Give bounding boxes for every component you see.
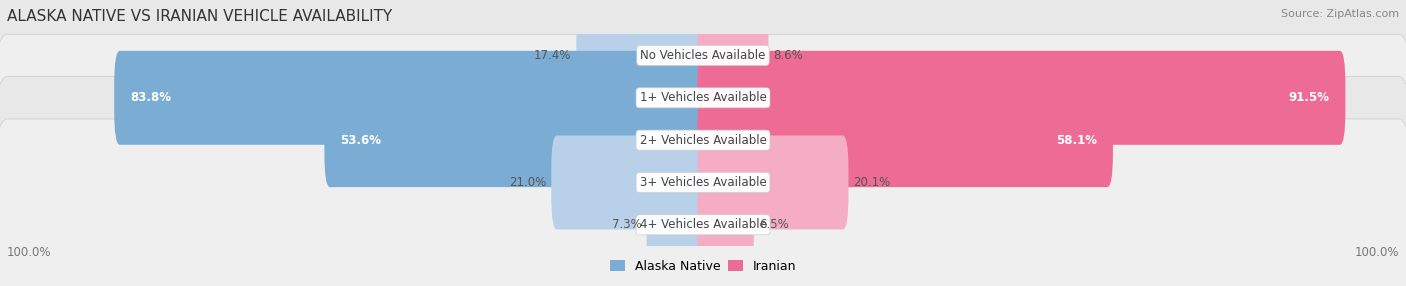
FancyBboxPatch shape bbox=[0, 0, 1406, 204]
Text: 100.0%: 100.0% bbox=[7, 246, 52, 259]
FancyBboxPatch shape bbox=[0, 34, 1406, 246]
Text: 2+ Vehicles Available: 2+ Vehicles Available bbox=[640, 134, 766, 147]
FancyBboxPatch shape bbox=[697, 9, 769, 102]
Legend: Alaska Native, Iranian: Alaska Native, Iranian bbox=[605, 255, 801, 278]
Text: 53.6%: 53.6% bbox=[340, 134, 381, 147]
Text: 6.5%: 6.5% bbox=[759, 218, 789, 231]
Text: 3+ Vehicles Available: 3+ Vehicles Available bbox=[640, 176, 766, 189]
FancyBboxPatch shape bbox=[697, 136, 848, 229]
FancyBboxPatch shape bbox=[325, 93, 709, 187]
Text: 83.8%: 83.8% bbox=[131, 91, 172, 104]
Text: No Vehicles Available: No Vehicles Available bbox=[640, 49, 766, 62]
Text: Source: ZipAtlas.com: Source: ZipAtlas.com bbox=[1281, 9, 1399, 19]
Text: 91.5%: 91.5% bbox=[1288, 91, 1330, 104]
Text: 17.4%: 17.4% bbox=[534, 49, 571, 62]
Text: 58.1%: 58.1% bbox=[1056, 134, 1097, 147]
FancyBboxPatch shape bbox=[576, 9, 709, 102]
FancyBboxPatch shape bbox=[0, 0, 1406, 161]
FancyBboxPatch shape bbox=[697, 178, 754, 272]
Text: 7.3%: 7.3% bbox=[612, 218, 641, 231]
Text: ALASKA NATIVE VS IRANIAN VEHICLE AVAILABILITY: ALASKA NATIVE VS IRANIAN VEHICLE AVAILAB… bbox=[7, 9, 392, 23]
Text: 4+ Vehicles Available: 4+ Vehicles Available bbox=[640, 218, 766, 231]
Text: 20.1%: 20.1% bbox=[853, 176, 890, 189]
Text: 21.0%: 21.0% bbox=[509, 176, 547, 189]
FancyBboxPatch shape bbox=[0, 77, 1406, 286]
FancyBboxPatch shape bbox=[0, 119, 1406, 286]
Text: 100.0%: 100.0% bbox=[1354, 246, 1399, 259]
FancyBboxPatch shape bbox=[551, 136, 709, 229]
FancyBboxPatch shape bbox=[697, 93, 1114, 187]
FancyBboxPatch shape bbox=[647, 178, 709, 272]
FancyBboxPatch shape bbox=[114, 51, 709, 145]
Text: 8.6%: 8.6% bbox=[773, 49, 803, 62]
Text: 1+ Vehicles Available: 1+ Vehicles Available bbox=[640, 91, 766, 104]
FancyBboxPatch shape bbox=[697, 51, 1346, 145]
